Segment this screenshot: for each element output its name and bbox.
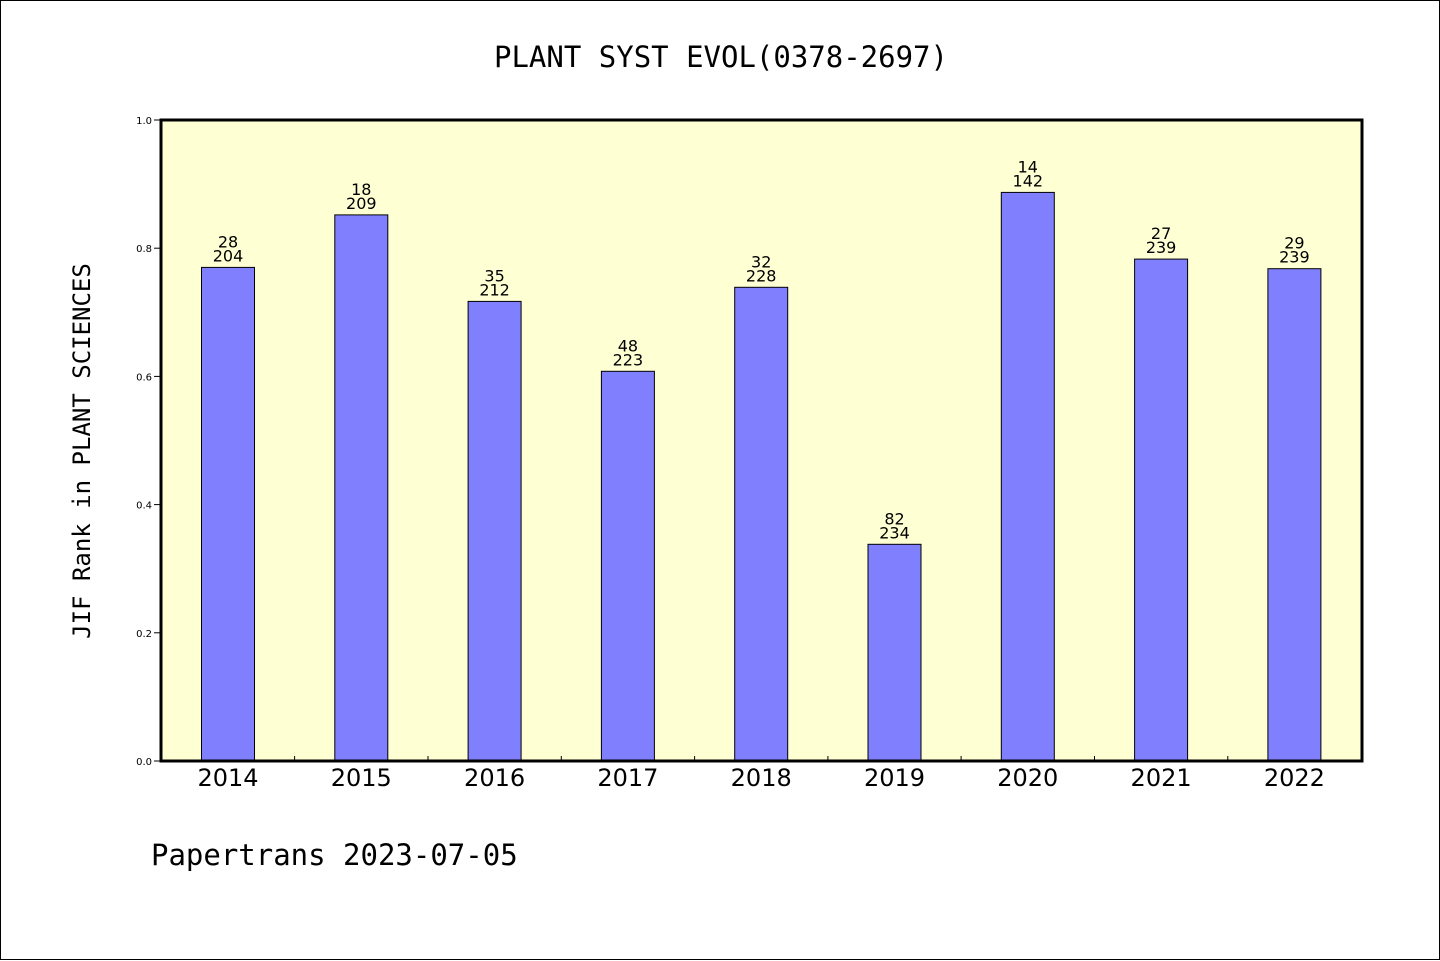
- bar-2016: [467, 300, 522, 762]
- bar-rank-label: 32: [751, 252, 771, 271]
- y-tick-label: 1.0: [136, 116, 152, 127]
- x-tick-label: 2017: [597, 764, 658, 792]
- y-tick-label: 0.0: [136, 757, 152, 768]
- bar-2014: [201, 266, 255, 762]
- bar-2022: [1267, 268, 1322, 762]
- footer-watermark: Papertrans 2023-07-05: [151, 838, 518, 872]
- bar-2021: [1134, 258, 1189, 762]
- plot-border: [159, 118, 1364, 763]
- bars-layer: [201, 191, 1322, 762]
- x-tick-label: 2016: [464, 764, 525, 792]
- y-axis-label: JIF Rank in PLANT SCIENCES: [68, 263, 96, 639]
- x-tick-label: 2022: [1264, 764, 1325, 792]
- bar-total-label: 142: [1013, 171, 1044, 190]
- bar-rank-label: 28: [218, 232, 238, 251]
- x-tick-label: 2018: [731, 764, 792, 792]
- bar-total-label: 239: [1279, 248, 1310, 267]
- y-tick-label: 0.8: [136, 244, 152, 255]
- y-tick-label: 0.6: [136, 372, 152, 383]
- bar-total-label: 204: [213, 246, 244, 265]
- x-tick-label: 2014: [197, 764, 258, 792]
- bar-2020: [1000, 191, 1055, 762]
- bar-2017: [600, 370, 655, 762]
- bar-rank-label: 82: [884, 509, 904, 528]
- bar-total-label: 239: [1146, 238, 1177, 257]
- x-tick-label: 2021: [1131, 764, 1192, 792]
- y-tick-label: 0.4: [136, 501, 152, 512]
- bar-total-label: 212: [479, 280, 510, 299]
- bar-total-label: 223: [613, 350, 644, 369]
- bar-2015: [334, 214, 389, 762]
- bar-rank-label: 35: [484, 266, 504, 285]
- bar-labels-layer: 2820418209352124822332228822341414227239…: [213, 157, 1310, 542]
- x-tick-label: 2015: [331, 764, 392, 792]
- bar-rank-label: 48: [618, 336, 638, 355]
- x-axis-ticks: 2014 2015 2016 2017 2018 2019 2020 2021 2022: [197, 756, 1325, 792]
- x-tick-label: 2019: [864, 764, 925, 792]
- bar-rank-label: 18: [351, 180, 371, 199]
- x-tick-label: 2020: [997, 764, 1058, 792]
- y-axis-ticks: 0.0 0.2 0.4 0.6 0.8 1.0: [136, 116, 161, 768]
- bar-total-label: 234: [879, 523, 910, 542]
- bar-2019: [867, 543, 922, 762]
- bar-2018: [734, 286, 789, 762]
- y-tick-label: 0.2: [136, 629, 152, 640]
- bar-total-label: 209: [346, 194, 377, 213]
- chart-title: PLANT SYST EVOL(0378-2697): [494, 40, 948, 74]
- bar-rank-label: 27: [1151, 224, 1171, 243]
- bar-total-label: 228: [746, 266, 777, 285]
- bar-rank-label: 14: [1018, 157, 1038, 176]
- bar-rank-label: 29: [1284, 234, 1304, 253]
